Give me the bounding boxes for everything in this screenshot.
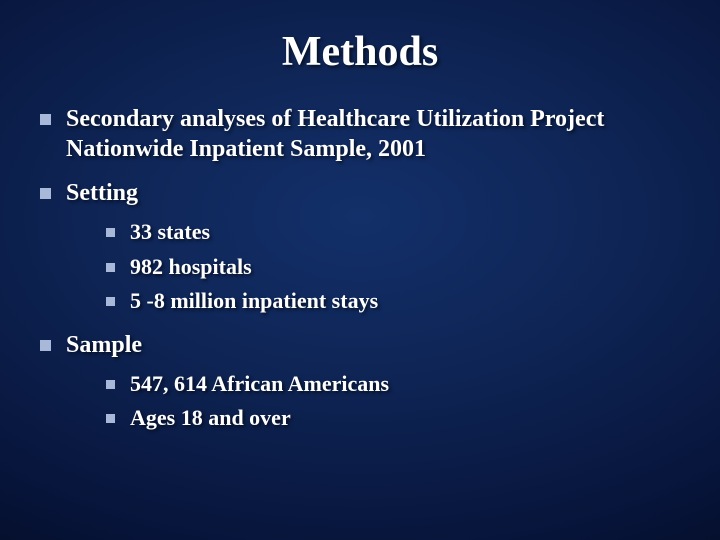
bullet-list-level2: 33 states 982 hospitals 5 -8 million inp… (66, 218, 680, 316)
bullet-list-level2: 547, 614 African Americans Ages 18 and o… (66, 370, 680, 433)
bullet-text: Secondary analyses of Healthcare Utiliza… (66, 106, 604, 162)
list-item: Ages 18 and over (104, 404, 680, 433)
bullet-text: Setting (66, 180, 138, 206)
list-item: Secondary analyses of Healthcare Utiliza… (36, 104, 680, 164)
list-item: 982 hospitals (104, 253, 680, 282)
slide-title: Methods (0, 0, 720, 104)
list-item: Sample 547, 614 African Americans Ages 1… (36, 330, 680, 433)
bullet-text: 982 hospitals (130, 254, 252, 279)
bullet-text: 547, 614 African Americans (130, 371, 389, 396)
list-item: 5 -8 million inpatient stays (104, 287, 680, 316)
bullet-text: 33 states (130, 219, 210, 244)
list-item: 547, 614 African Americans (104, 370, 680, 399)
list-item: Setting 33 states 982 hospitals 5 -8 mil… (36, 178, 680, 316)
bullet-text: Sample (66, 332, 142, 358)
slide: Methods Secondary analyses of Healthcare… (0, 0, 720, 540)
bullet-list-level1: Secondary analyses of Healthcare Utiliza… (36, 104, 680, 433)
slide-content: Secondary analyses of Healthcare Utiliza… (0, 104, 720, 433)
list-item: 33 states (104, 218, 680, 247)
bullet-text: 5 -8 million inpatient stays (130, 288, 378, 313)
bullet-text: Ages 18 and over (130, 405, 291, 430)
